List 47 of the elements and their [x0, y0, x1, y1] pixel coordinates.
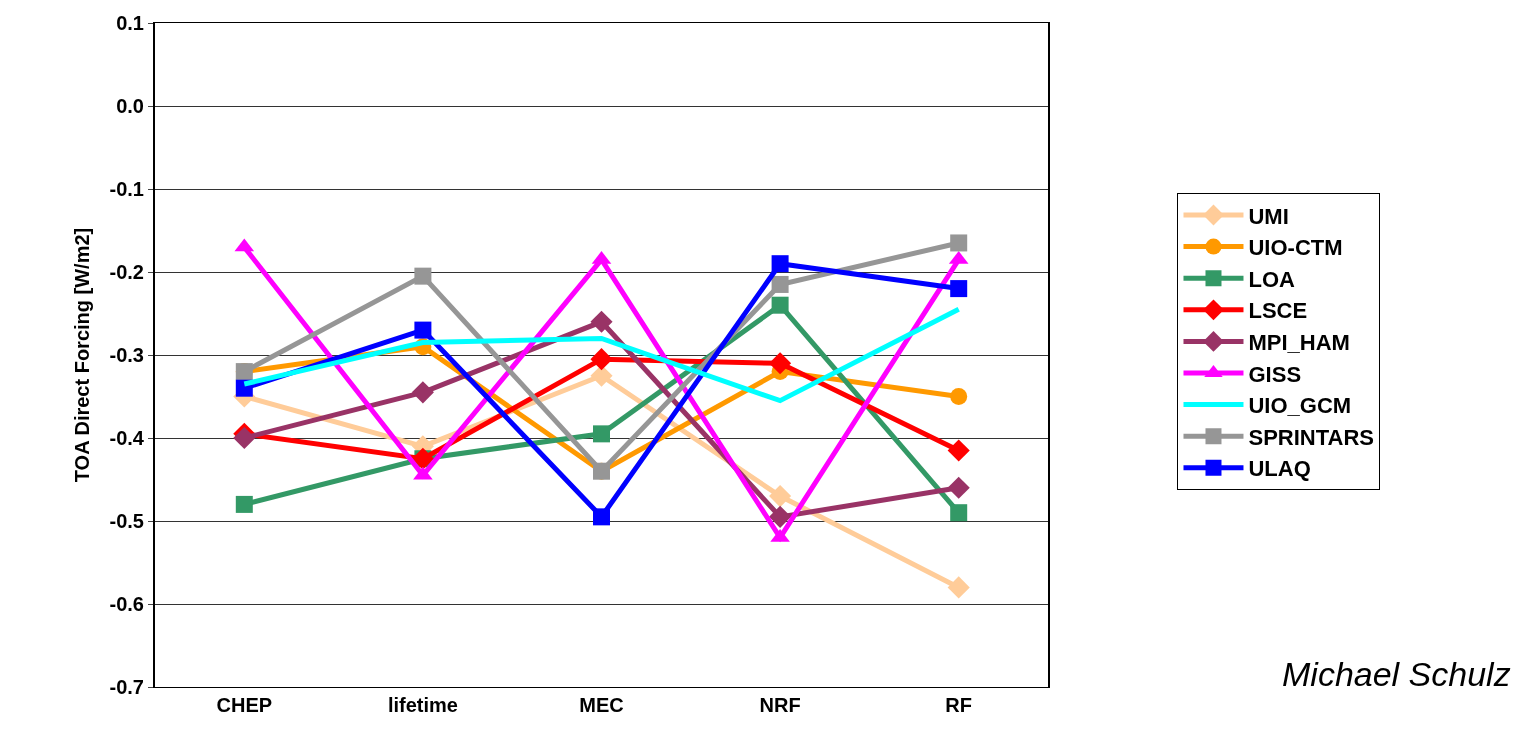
point: [771, 255, 789, 273]
point: [771, 275, 789, 293]
point: [950, 234, 968, 252]
y-tick-label: 0.0: [116, 95, 144, 117]
point: [414, 321, 432, 339]
point: [769, 352, 792, 375]
legend-label: GISS: [1248, 361, 1302, 387]
y-axis-title: TOA Direct Forcing [W/m2]: [70, 227, 93, 483]
legend-label: SPRINTARS: [1248, 424, 1374, 450]
legend-label: ULAQ: [1248, 456, 1311, 482]
point: [947, 476, 970, 499]
x-tick-label: RF: [945, 694, 973, 716]
point: [593, 508, 610, 526]
point: [593, 425, 610, 443]
point: [411, 381, 434, 404]
point: [769, 505, 792, 528]
y-tick-label: -0.5: [109, 510, 144, 532]
legend-label: UIO_GCM: [1248, 393, 1352, 419]
y-tick-label: -0.1: [109, 178, 144, 200]
point: [950, 388, 968, 405]
point: [414, 267, 432, 285]
point: [771, 296, 789, 314]
point: [950, 280, 968, 298]
x-tick-label: MEC: [579, 694, 624, 716]
y-tick-label: -0.3: [109, 344, 144, 366]
y-tick-label: -0.4: [109, 427, 145, 449]
y-tick-label: -0.6: [109, 593, 144, 615]
x-tick-label: CHEP: [216, 694, 273, 716]
y-tick-label: -0.2: [109, 261, 144, 283]
y-tick-label: 0.1: [116, 12, 144, 34]
x-tick-label: NRF: [759, 694, 801, 716]
point: [590, 348, 613, 371]
x-tick-label: lifetime: [387, 694, 458, 716]
point: [769, 485, 792, 508]
legend-label: LOA: [1248, 266, 1296, 292]
text: Michael Schulz: [1282, 655, 1511, 693]
y-tick-label: -0.7: [109, 676, 144, 698]
point: [947, 576, 970, 599]
legend-label: LSCE: [1248, 298, 1308, 324]
point: [590, 310, 613, 333]
legend-label: UIO-CTM: [1248, 235, 1343, 261]
legend-label: MPI_HAM: [1248, 330, 1350, 355]
point: [235, 495, 253, 513]
point: [947, 439, 970, 462]
legend-label: UMI: [1248, 203, 1289, 229]
point: [233, 426, 256, 450]
point: [950, 504, 968, 522]
